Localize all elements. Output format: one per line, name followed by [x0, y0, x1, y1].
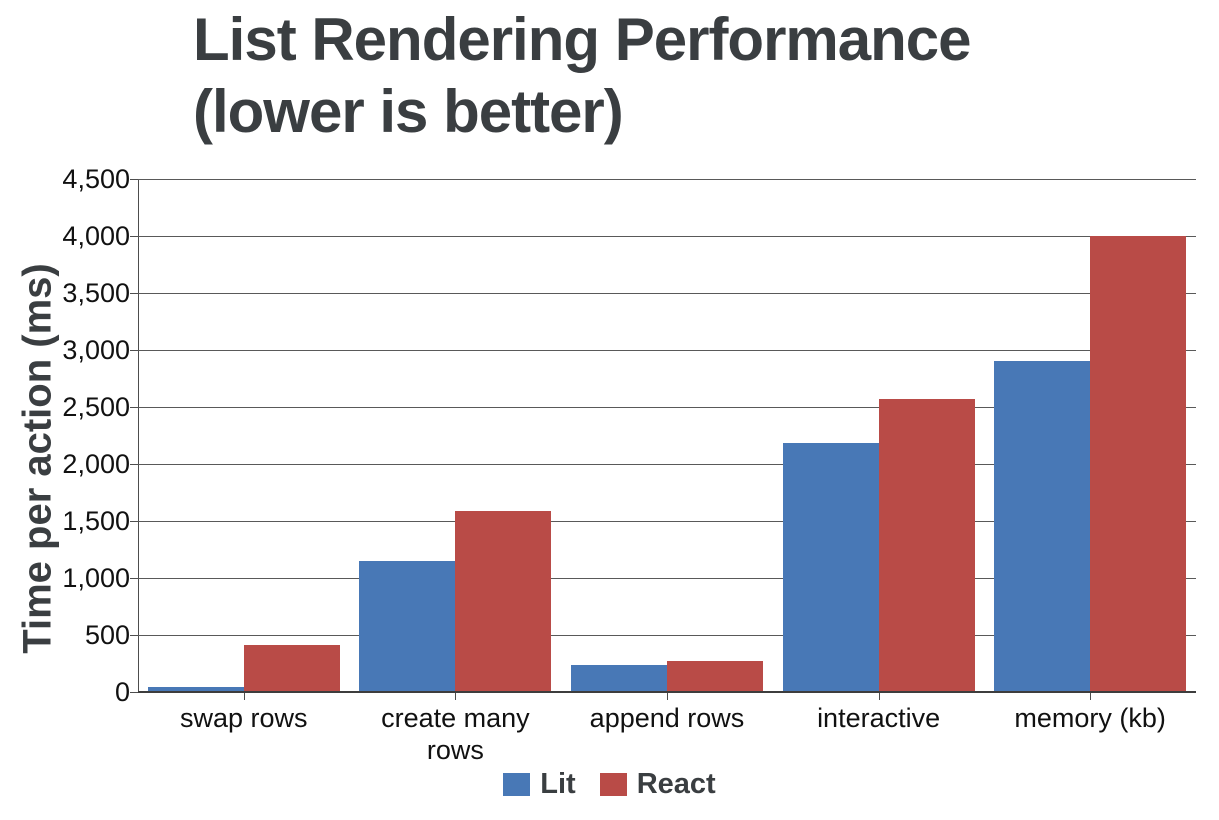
gridline-4500	[138, 179, 1196, 180]
y-tick-label: 2,500	[62, 392, 130, 422]
y-axis-tick	[130, 578, 138, 579]
bar-react	[243, 645, 340, 692]
plot-area	[130, 179, 1196, 700]
legend: Lit React	[0, 768, 1219, 801]
gridline-3500	[138, 293, 1196, 294]
chart-title: List Rendering Performance (lower is bet…	[193, 4, 972, 148]
legend-label-lit: Lit	[540, 768, 576, 800]
bar-group-append-rows	[561, 661, 773, 692]
x-label-interactive: interactive	[773, 702, 985, 734]
gridline-500	[138, 635, 1196, 636]
bar-lit	[359, 560, 456, 692]
x-label-append-rows: append rows	[561, 702, 773, 734]
legend-label-react: React	[636, 768, 716, 800]
y-tick-label: 1,000	[62, 563, 130, 593]
legend-item-react: React	[599, 768, 716, 801]
y-axis-tick	[130, 521, 138, 522]
bar-lit	[570, 664, 667, 692]
bar-group-create-many-rows	[350, 510, 562, 692]
bar-lit	[994, 361, 1091, 692]
y-axis-tick	[130, 635, 138, 636]
lit-color-swatch-icon	[503, 773, 531, 796]
legend-item-lit: Lit	[503, 768, 576, 801]
gridline-3000	[138, 350, 1196, 351]
y-tick-label: 2,000	[62, 449, 130, 479]
y-axis-tick	[130, 350, 138, 351]
x-category-label: append rows	[589, 703, 745, 733]
x-axis-tick	[455, 692, 457, 700]
y-axis-tick	[130, 179, 138, 180]
y-tick-label: 1,500	[62, 506, 130, 536]
x-axis-tick	[667, 692, 668, 700]
gridline-1000	[138, 578, 1196, 579]
bar-react	[455, 510, 552, 692]
x-axis-tick	[1090, 692, 1092, 700]
gridline-2000	[138, 464, 1196, 465]
chart-title-line-2: (lower is better)	[193, 78, 624, 145]
y-tick-label: 4,500	[62, 164, 130, 194]
y-tick-label: 3,000	[62, 335, 130, 365]
bar-react	[878, 399, 975, 692]
x-category-label: swap rows	[180, 703, 308, 733]
y-axis-line	[138, 179, 139, 692]
y-tick-label: 0	[114, 677, 130, 707]
y-axis-tick	[130, 236, 138, 237]
x-axis-line	[138, 691, 1196, 693]
y-tick-label: 500	[84, 620, 130, 650]
x-label-create-many-rows: create many rows	[350, 702, 562, 766]
y-axis-tick	[130, 464, 138, 465]
bar-react	[1090, 236, 1187, 692]
x-axis-tick	[878, 692, 880, 700]
react-color-swatch-icon	[599, 773, 627, 796]
x-category-label: create many rows	[381, 703, 530, 765]
chart-title-line-1: List Rendering Performance	[193, 6, 972, 73]
y-tick-label: 4,000	[62, 221, 130, 251]
gridline-4000	[138, 236, 1196, 237]
gridline-1500	[138, 521, 1196, 522]
bar-group-swap-rows	[138, 645, 350, 692]
x-category-label: memory (kb)	[1014, 703, 1166, 733]
y-tick-label: 3,500	[62, 278, 130, 308]
x-label-memory-kb-: memory (kb)	[984, 702, 1196, 734]
bar-lit	[147, 687, 244, 692]
y-axis-tick	[130, 293, 138, 294]
x-label-swap-rows: swap rows	[138, 702, 350, 734]
gridline-2500	[138, 407, 1196, 408]
bar-group-interactive	[773, 399, 985, 692]
x-category-label: interactive	[817, 703, 941, 733]
x-axis-tick	[243, 692, 245, 700]
bar-react	[666, 661, 763, 692]
bar-lit	[782, 443, 879, 692]
y-axis-tick	[130, 407, 138, 408]
bar-group-memory-kb-	[984, 236, 1196, 692]
y-axis-tick	[130, 692, 138, 693]
